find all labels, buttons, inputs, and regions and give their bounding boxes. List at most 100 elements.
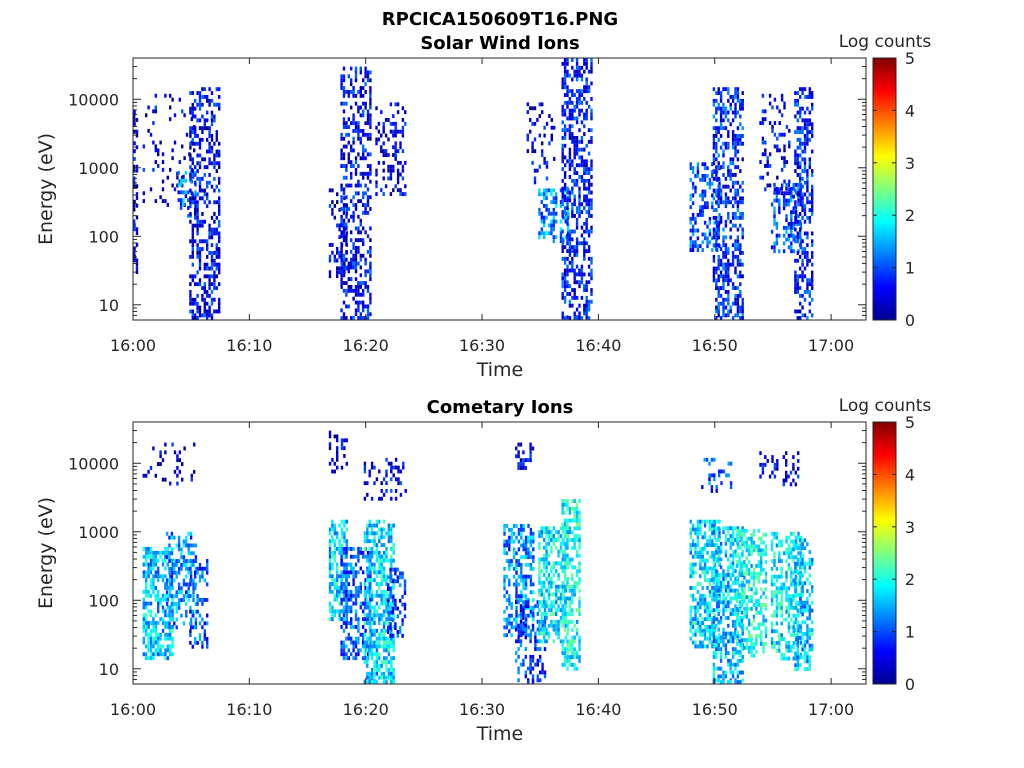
heatmap-cell	[180, 613, 183, 618]
heatmap-cell	[389, 594, 392, 599]
heatmap-cell	[401, 149, 405, 154]
heatmap-cell	[145, 578, 148, 583]
heatmap-cell	[540, 627, 543, 632]
heatmap-cell	[373, 632, 376, 637]
heatmap-cell	[566, 518, 569, 523]
heatmap-cell	[354, 586, 358, 590]
heatmap-cell	[706, 166, 709, 171]
heatmap-cell	[369, 617, 372, 622]
heatmap-cell	[547, 596, 551, 601]
heatmap-cell	[166, 597, 169, 602]
heatmap-cell	[811, 130, 814, 134]
heatmap-cell	[794, 309, 797, 314]
heatmap-cell	[189, 219, 192, 224]
heatmap-cell	[691, 570, 695, 575]
heatmap-cell	[703, 562, 707, 567]
heatmap-cell	[803, 290, 807, 294]
heatmap-cell	[736, 192, 740, 197]
heatmap-cell	[529, 543, 533, 548]
heatmap-cell	[785, 237, 788, 242]
heatmap-cell	[803, 180, 807, 185]
heatmap-cell	[720, 481, 723, 486]
heatmap-cell	[540, 616, 543, 620]
heatmap-cell	[328, 582, 332, 586]
heatmap-cell	[734, 215, 737, 220]
heatmap-cell	[808, 122, 811, 127]
heatmap-cell	[736, 235, 740, 240]
heatmap-cell	[177, 570, 181, 575]
heatmap-cell	[175, 617, 178, 622]
heatmap-cell	[352, 625, 355, 629]
heatmap-cell	[191, 235, 194, 240]
heatmap-cell	[711, 174, 714, 178]
heatmap-cell	[799, 254, 802, 259]
heatmap-cell	[391, 606, 395, 611]
heatmap-cell	[368, 644, 371, 649]
heatmap-cell	[154, 586, 157, 590]
heatmap-cell	[543, 196, 546, 201]
heatmap-cell	[359, 140, 362, 145]
heatmap-cell	[717, 301, 720, 306]
heatmap-cell	[712, 258, 716, 263]
heatmap-cell	[736, 247, 740, 251]
heatmap-cell	[505, 590, 509, 595]
heatmap-cell	[336, 609, 339, 614]
heatmap-cell	[180, 566, 183, 571]
heatmap-cell	[533, 168, 537, 173]
heatmap-cell	[206, 640, 209, 645]
heatmap-cell	[585, 178, 588, 183]
heatmap-cell	[794, 130, 797, 134]
heatmap-cell	[699, 566, 702, 571]
heatmap-cell	[520, 535, 523, 540]
heatmap-cell	[210, 137, 214, 142]
heatmap-cell	[152, 566, 155, 571]
heatmap-cell	[703, 617, 707, 622]
heatmap-cell	[522, 594, 525, 599]
heatmap-cell	[545, 565, 548, 570]
heatmap-cell	[580, 89, 584, 94]
heatmap-cell	[215, 134, 218, 138]
heatmap-cell	[689, 566, 692, 571]
heatmap-cell	[342, 281, 346, 285]
heatmap-cell	[401, 192, 405, 196]
heatmap-cell	[375, 531, 379, 536]
heatmap-cell	[536, 678, 539, 683]
heatmap-cell	[783, 144, 786, 149]
heatmap-cell	[185, 602, 188, 606]
heatmap-cell	[401, 602, 404, 607]
heatmap-cell	[568, 132, 572, 136]
heatmap-cell	[711, 625, 714, 629]
heatmap-cell	[524, 555, 528, 560]
heatmap-cell	[390, 477, 393, 482]
heatmap-cell	[811, 192, 814, 197]
heatmap-cell	[206, 137, 209, 142]
heatmap-cell	[764, 140, 767, 145]
heatmap-cell	[380, 578, 383, 583]
heatmap-cell	[703, 174, 707, 178]
heatmap-cell	[208, 286, 211, 290]
heatmap-cell	[152, 140, 155, 145]
heatmap-cell	[196, 301, 199, 306]
heatmap-cell	[342, 550, 346, 555]
heatmap-cell	[522, 466, 525, 470]
heatmap-cell	[696, 601, 700, 606]
heatmap-cell	[703, 523, 707, 528]
heatmap-cell	[343, 539, 346, 544]
heatmap-cell	[799, 286, 802, 290]
heatmap-cell	[719, 106, 723, 111]
heatmap-cell	[392, 121, 395, 126]
heatmap-cell	[198, 118, 202, 123]
heatmap-cell	[717, 313, 720, 318]
heatmap-cell	[761, 140, 765, 145]
heatmap-cell	[362, 242, 365, 246]
heatmap-cell	[336, 574, 339, 579]
heatmap-cell	[369, 179, 372, 184]
heatmap-cell	[342, 253, 346, 258]
heatmap-cell	[526, 149, 529, 154]
heatmap-cell	[571, 588, 574, 593]
heatmap-cell	[719, 91, 723, 95]
heatmap-cell	[328, 243, 332, 247]
heatmap-cell	[164, 550, 167, 555]
heatmap-cell	[385, 640, 388, 645]
